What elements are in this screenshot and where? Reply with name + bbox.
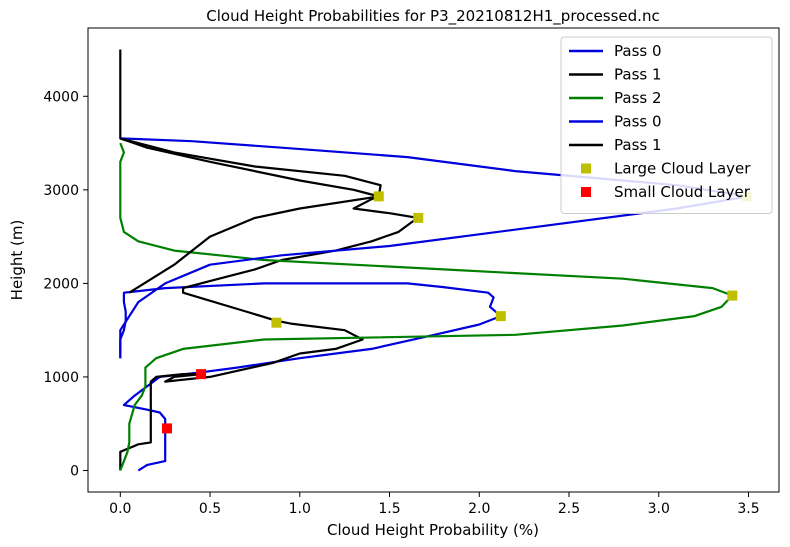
legend-label-1: Pass 1: [614, 66, 662, 84]
marker-0-1: [413, 212, 424, 223]
x-tick-label-5: 2.5: [558, 501, 580, 517]
x-tick-label-6: 3.0: [648, 501, 670, 517]
series-line-2: [119, 142, 734, 471]
marker-0-4: [495, 311, 506, 322]
y-tick-label-1: 1000: [43, 370, 79, 386]
chart-title: Cloud Height Probabilities for P3_202108…: [206, 7, 659, 26]
legend-label-2: Pass 2: [614, 89, 662, 107]
y-axis-title: Height (m): [8, 220, 26, 301]
y-tick-label-3: 3000: [43, 183, 79, 199]
legend-label-6: Small Cloud Layer: [614, 183, 751, 201]
legend-swatch-6: [581, 187, 591, 197]
y-tick-label-0: 0: [70, 463, 79, 479]
marker-0-0: [373, 191, 384, 202]
x-axis-title: Cloud Height Probability (%): [327, 521, 539, 539]
x-tick-label-0: 0.0: [109, 501, 131, 517]
legend-label-5: Large Cloud Layer: [614, 160, 751, 178]
x-tick-label-1: 0.5: [199, 501, 221, 517]
legend-box: [560, 36, 773, 214]
legend-swatch-5: [581, 163, 591, 174]
series-line-1: [119, 49, 420, 471]
x-tick-label-3: 1.5: [378, 501, 400, 517]
marker-0-3: [727, 290, 738, 301]
y-tick-label-4: 4000: [43, 89, 79, 105]
marker-1-1: [161, 423, 172, 434]
plot-frame: [87, 27, 780, 493]
legend-label-4: Pass 1: [614, 136, 662, 154]
x-tick-label-4: 2.0: [468, 501, 490, 517]
marker-1-0: [196, 369, 207, 380]
legend-label-0: Pass 0: [614, 42, 662, 60]
series-line-3: [119, 137, 750, 359]
series-line-0: [119, 282, 502, 472]
legend-label-3: Pass 0: [614, 113, 662, 131]
x-tick-label-7: 3.5: [737, 501, 759, 517]
marker-0-5: [271, 317, 282, 328]
y-axis: 0 1000 2000 3000 4000: [43, 89, 88, 479]
x-axis: 0.0 0.5 1.0 1.5 2.0 2.5 3.0 3.5: [109, 492, 760, 517]
y-tick-label-2: 2000: [43, 276, 79, 292]
x-tick-label-2: 1.0: [289, 501, 311, 517]
legend: Pass 0 Pass 1 Pass 2 Pass 0 Pass 1 Large Clou…: [560, 36, 773, 214]
